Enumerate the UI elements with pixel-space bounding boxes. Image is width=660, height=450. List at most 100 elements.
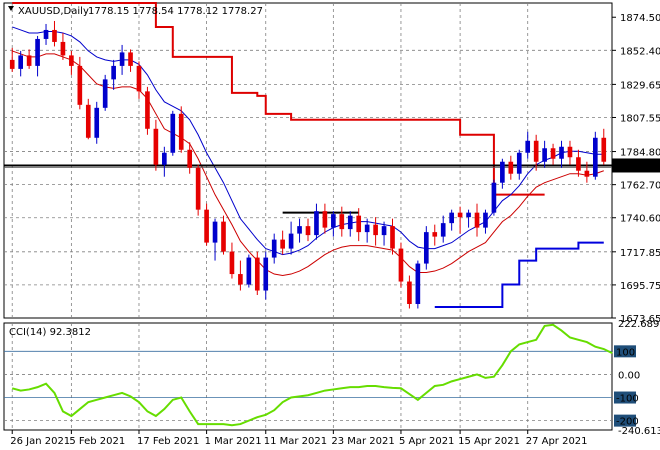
cci-panel-frame (3, 322, 613, 431)
candle[interactable] (347, 211, 353, 237)
candle[interactable] (9, 47, 15, 72)
candle[interactable] (483, 209, 488, 234)
candle[interactable] (145, 86, 150, 135)
candle[interactable] (449, 209, 454, 231)
candle-body (102, 79, 108, 108)
candle[interactable] (254, 251, 260, 296)
cci-level-badge (614, 345, 636, 358)
candle-body (440, 223, 446, 237)
candle-body (398, 248, 404, 282)
candle[interactable] (162, 146, 167, 177)
candle[interactable] (18, 50, 23, 77)
candle[interactable] (322, 203, 328, 234)
candle[interactable] (364, 218, 370, 243)
candle[interactable] (559, 140, 564, 168)
candle[interactable] (111, 59, 116, 90)
candle-body (390, 226, 395, 249)
candle[interactable] (102, 74, 108, 111)
candle-body (52, 29, 57, 42)
candle-body (381, 226, 387, 236)
candle[interactable] (153, 119, 159, 171)
candle-body (111, 65, 116, 80)
candle[interactable] (339, 206, 345, 237)
candle[interactable] (390, 218, 395, 255)
candle[interactable] (280, 230, 285, 255)
candle[interactable] (136, 61, 142, 99)
candle[interactable] (288, 221, 294, 255)
candle[interactable] (52, 20, 57, 47)
candle[interactable] (331, 211, 336, 237)
candle[interactable] (238, 260, 243, 291)
candle[interactable] (85, 98, 91, 140)
price-panel[interactable]: 1874.50 1852.40 1829.65 1807.55 1784.80 1762.… (3, 2, 660, 325)
candle[interactable] (128, 49, 133, 72)
candle[interactable] (516, 149, 522, 180)
candle[interactable] (550, 143, 556, 165)
candle[interactable] (204, 203, 209, 246)
candle-body (9, 59, 15, 69)
candle[interactable] (305, 218, 311, 242)
candle[interactable] (525, 131, 531, 159)
candle[interactable] (356, 208, 362, 242)
candle[interactable] (584, 161, 590, 183)
candle[interactable] (601, 128, 607, 165)
candle[interactable] (593, 131, 598, 180)
candle-body (407, 281, 412, 304)
candle[interactable] (314, 203, 319, 240)
candle[interactable] (381, 221, 387, 246)
current-price-label-bg (612, 158, 660, 173)
candle[interactable] (263, 251, 269, 300)
candle-body (542, 148, 547, 162)
time-axis: 26 Jan 2021 5 Feb 2021 17 Feb 2021 1 Mar 20… (10, 430, 588, 447)
price-tick-label: 1784.80 (620, 148, 660, 159)
candle[interactable] (407, 275, 412, 309)
candle-body (35, 38, 40, 66)
candle[interactable] (500, 158, 505, 189)
candle[interactable] (77, 56, 83, 110)
candle[interactable] (60, 32, 66, 60)
candle-body (593, 137, 598, 177)
candle[interactable] (271, 233, 277, 264)
time-tick-label: 26 Jan 2021 (10, 436, 70, 447)
candle[interactable] (474, 203, 480, 237)
candle[interactable] (178, 106, 184, 153)
candle[interactable] (170, 110, 176, 156)
candle[interactable] (35, 35, 40, 77)
candle[interactable] (432, 224, 438, 246)
candle[interactable] (195, 164, 201, 216)
candle[interactable] (119, 44, 125, 75)
candle[interactable] (43, 23, 49, 45)
candle[interactable] (542, 140, 547, 168)
symbol-dropdown-icon[interactable] (8, 6, 14, 11)
candle[interactable] (533, 134, 539, 171)
candle-body (18, 55, 23, 69)
candle[interactable] (440, 215, 446, 243)
cci-tick-label: 0.00 (618, 370, 640, 381)
candle[interactable] (508, 155, 514, 180)
candle-body (347, 215, 353, 230)
candle[interactable] (415, 260, 421, 309)
candle[interactable] (94, 101, 100, 144)
candle[interactable] (491, 179, 497, 216)
candle[interactable] (423, 226, 429, 270)
candle[interactable] (212, 218, 218, 261)
candle[interactable] (567, 140, 573, 165)
candle[interactable] (246, 254, 252, 288)
candle[interactable] (26, 49, 32, 69)
cci-panel[interactable]: 222.6895 100 0.00 -100 -200-240.6138 (3, 319, 660, 437)
candle[interactable] (398, 242, 404, 288)
candle[interactable] (69, 50, 74, 75)
candle[interactable] (229, 242, 235, 279)
candle-body (373, 224, 378, 236)
time-tick-label: 27 Apr 2021 (526, 436, 588, 447)
channel-upper-line (12, 2, 545, 196)
candle[interactable] (457, 206, 463, 234)
candle[interactable] (466, 209, 471, 228)
candle[interactable] (187, 142, 193, 174)
cci-tick-label: 100 (616, 347, 635, 358)
candle[interactable] (576, 149, 581, 177)
candle[interactable] (373, 217, 378, 246)
candle[interactable] (221, 215, 226, 255)
candle[interactable] (297, 218, 302, 243)
